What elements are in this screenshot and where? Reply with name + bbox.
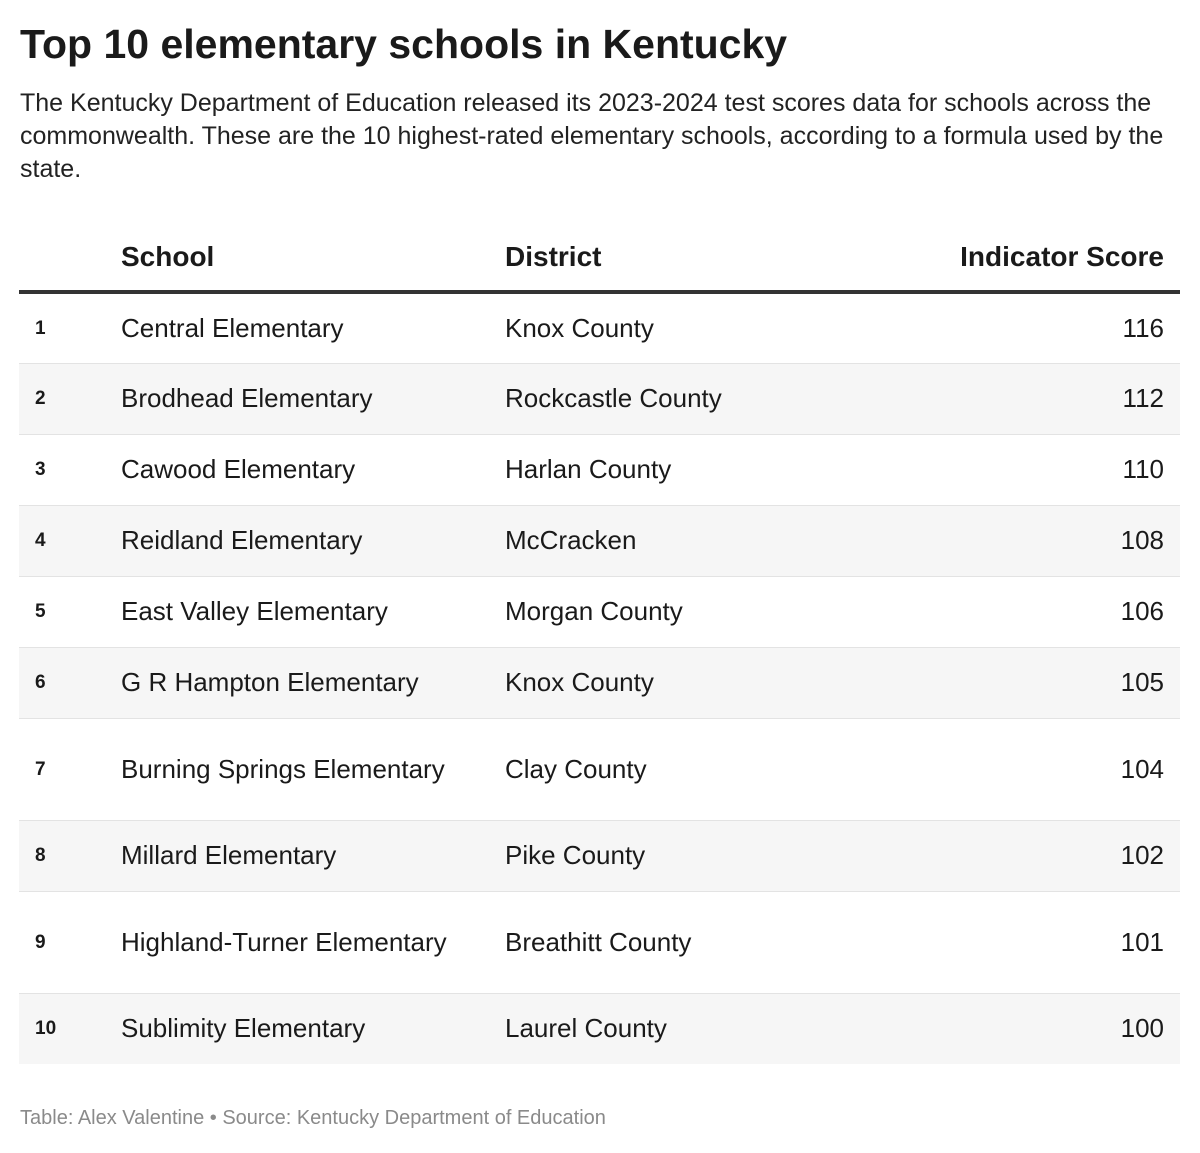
column-header-score: Indicator Score [895, 224, 1180, 294]
score-cell: 116 [1122, 312, 1164, 343]
school-cell: G R Hampton Elementary [121, 667, 419, 697]
rank-cell: 1 [35, 317, 46, 339]
school-cell: Highland-Turner Elementary [121, 926, 447, 957]
rank-cell: 6 [35, 672, 46, 693]
school-cell: Brodhead Elementary [121, 383, 373, 413]
district-cell: Pike County [505, 840, 646, 870]
district-cell: Clay County [505, 753, 647, 784]
table-row: 7 Burning Springs Elementary Clay County… [19, 718, 1180, 820]
school-cell: Reidland Elementary [121, 525, 363, 555]
rank-cell: 8 [35, 845, 46, 866]
score-cell: 108 [1120, 525, 1164, 555]
column-header-district: District [505, 224, 895, 294]
school-cell: Millard Elementary [121, 840, 337, 870]
table-row: 8 Millard Elementary Pike County 102 [19, 820, 1180, 891]
rank-cell: 10 [35, 1018, 57, 1040]
school-cell: Sublimity Elementary [121, 1013, 366, 1044]
district-cell: Morgan County [505, 596, 683, 626]
school-cell: Burning Springs Elementary [121, 753, 445, 784]
score-cell: 100 [1120, 1013, 1164, 1044]
table-row: 5 East Valley Elementary Morgan County 1… [19, 576, 1180, 647]
table-row: 2 Brodhead Elementary Rockcastle County … [19, 363, 1180, 434]
table-row: 9 Highland-Turner Elementary Breathitt C… [19, 891, 1180, 993]
score-cell: 104 [1120, 753, 1164, 784]
rank-cell: 2 [35, 388, 46, 409]
score-cell: 105 [1120, 667, 1164, 697]
chart-subtitle: The Kentucky Department of Education rel… [20, 89, 1164, 183]
table-row: 3 Cawood Elementary Harlan County 110 [19, 434, 1180, 505]
district-cell: Knox County [505, 667, 654, 697]
district-cell: McCracken [505, 525, 637, 555]
score-cell: 106 [1120, 596, 1164, 626]
credit-text: Table: Alex Valentine [20, 1107, 205, 1129]
district-cell: Rockcastle County [505, 383, 722, 413]
district-cell: Knox County [505, 312, 654, 343]
rank-cell: 7 [35, 758, 46, 780]
score-cell: 101 [1120, 926, 1164, 957]
district-cell: Laurel County [505, 1013, 667, 1044]
rank-cell: 3 [35, 459, 46, 480]
rank-cell: 5 [35, 601, 46, 622]
score-cell: 110 [1122, 454, 1164, 484]
table-header-row: School District Indicator Score [19, 224, 1180, 294]
column-header-school: School [121, 224, 505, 294]
table-row: 6 G R Hampton Elementary Knox County 105 [19, 647, 1180, 718]
table-row: 10 Sublimity Elementary Laurel County 10… [19, 993, 1180, 1064]
school-cell: Central Elementary [121, 312, 344, 343]
district-cell: Breathitt County [505, 926, 692, 957]
district-cell: Harlan County [505, 454, 672, 484]
table-row: 1 Central Elementary Knox County 116 [19, 292, 1180, 363]
school-cell: East Valley Elementary [121, 596, 388, 626]
table-row: 4 Reidland Elementary McCracken 108 [19, 505, 1180, 576]
footer-separator: • [209, 1107, 217, 1129]
chart-title: Top 10 elementary schools in Kentucky [20, 21, 788, 67]
chart-footer: Table: Alex Valentine • Source: Kentucky… [20, 1107, 606, 1130]
score-cell: 112 [1122, 383, 1164, 413]
score-cell: 102 [1120, 840, 1164, 870]
school-cell: Cawood Elementary [121, 454, 356, 484]
source-text: Source: Kentucky Department of Education [222, 1107, 606, 1129]
rank-cell: 9 [35, 931, 46, 953]
column-header-rank [19, 224, 121, 294]
schools-table: School District Indicator Score 1 Centra… [19, 224, 1180, 1064]
rank-cell: 4 [35, 530, 46, 551]
